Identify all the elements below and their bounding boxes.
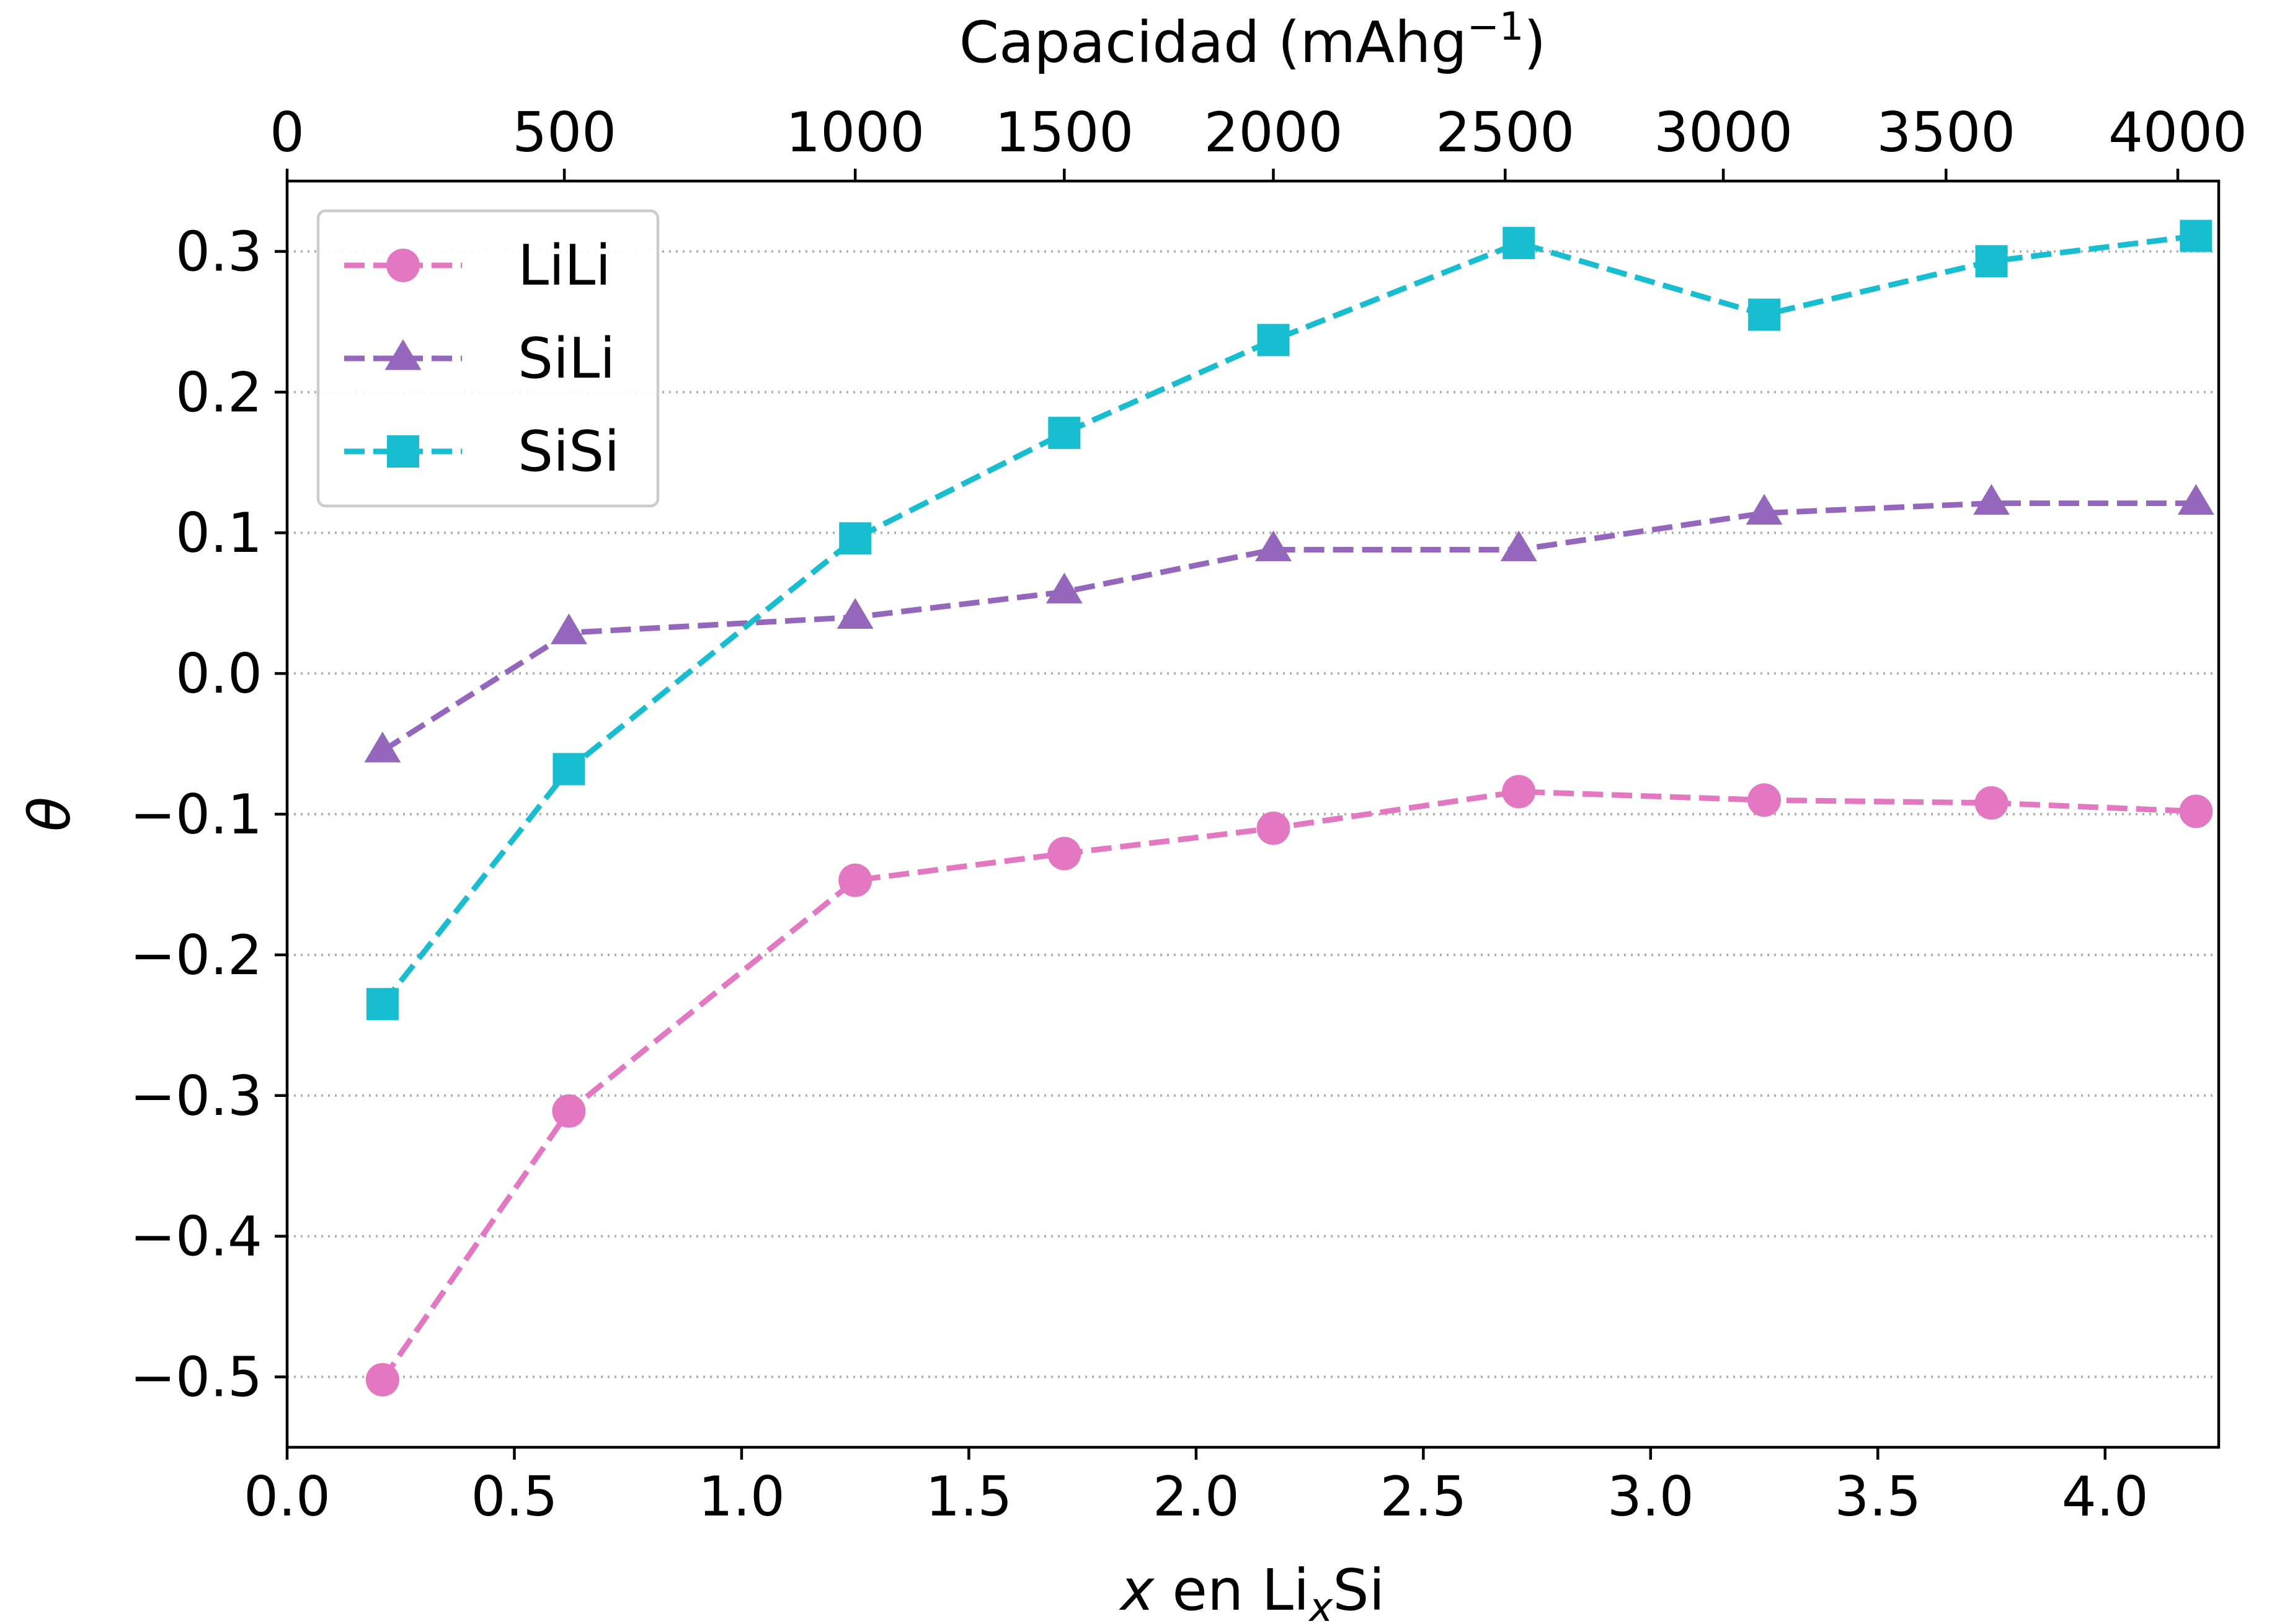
x-axis-label-sub: x [1308,1585,1333,1624]
data-point-SiSi [1502,226,1535,259]
data-point-LiLi [1047,836,1081,871]
y-tick-label: −0.5 [130,1346,262,1409]
data-point-SiLi [1973,484,2010,515]
legend-marker-LiLi [386,249,420,282]
data-point-SiSi [553,753,585,786]
x-axis-label-tail: Si [1333,1557,1385,1623]
x-tick-label: 1.0 [698,1465,785,1529]
x-tick-label: 4.0 [2062,1465,2149,1529]
x-tick-label: 1.5 [925,1465,1012,1529]
top-tick-label: 500 [512,100,616,164]
top-tick-label: 1000 [786,100,925,164]
top-tick-label: 2500 [1436,100,1574,164]
data-point-SiLi [550,613,587,644]
data-point-LiLi [1747,783,1782,817]
x-axis-label-text: en Li [1154,1557,1309,1623]
top-tick-label: 2000 [1204,100,1343,164]
y-tick-label: −0.1 [130,783,262,846]
legend-label-LiLi: LiLi [518,233,611,298]
legend-marker-SiLi [384,339,422,370]
top-tick-label: 1500 [995,100,1134,164]
legend-label-SiSi: SiSi [518,419,619,484]
series-line-SiLi [381,500,2196,753]
y-tick-label: −0.4 [130,1205,262,1269]
legend-marker-SiSi [387,435,419,468]
x-tick-label: 0.0 [244,1465,331,1529]
top-axis-label: Capacidad (mAhg−1) [959,4,1546,76]
data-point-LiLi [1256,811,1290,845]
y-tick-label: 0.0 [175,642,262,706]
bottom-axis-ticks: 0.0 0.5 1.0 1.5 2.0 2.5 3.0 3.5 4.0 [244,1447,2149,1529]
y-tick-label: 0.3 [175,220,262,283]
x-tick-label: 2.5 [1380,1465,1467,1529]
y-tick-label: 0.1 [175,501,262,565]
series-line-LiLi [380,789,2196,1382]
data-point-SiSi [1975,245,2008,278]
top-axis-label-main: Capacidad (mAhg [959,9,1467,76]
data-point-LiLi [838,863,872,897]
data-point-SiLi [837,598,874,629]
x-tick-label: 3.0 [1607,1465,1694,1529]
data-point-SiSi [1257,324,1290,357]
x-tick-label: 3.5 [1834,1465,1921,1529]
top-tick-label: 0 [270,100,304,164]
series-markers [364,220,2214,1397]
data-point-LiLi [552,1094,586,1128]
top-tick-label: 3000 [1654,100,1793,164]
data-point-SiSi [366,988,399,1021]
data-point-SiLi [1045,572,1083,604]
x-tick-label: 0.5 [471,1465,557,1529]
y-tick-label: 0.2 [175,360,262,424]
y-axis-label: θ [17,797,83,832]
x-axis-label: x en LixSi [1119,1557,1385,1624]
legend-label-SiLi: SiLi [518,326,615,391]
top-tick-label: 3500 [1876,100,2015,164]
top-axis-ticks: 0 500 1000 1500 2000 2500 3000 3500 4000 [270,100,2247,181]
left-axis-ticks: −0.5 −0.4 −0.3 −0.2 −0.1 0.0 0.1 0.2 0.3 [130,220,287,1409]
data-point-SiLi [1746,494,1783,525]
data-point-SiSi [1048,417,1081,450]
data-point-SiSi [2180,220,2213,252]
data-point-SiSi [1748,298,1781,331]
y-tick-label: −0.3 [130,1064,262,1128]
top-tick-label: 4000 [2108,100,2247,164]
top-axis-label-sup: −1 [1467,4,1524,49]
data-point-SiLi [2177,484,2214,515]
x-axis-label-var: x [1119,1557,1155,1623]
data-point-SiSi [839,522,872,555]
top-axis-label-close: ) [1524,9,1546,76]
data-point-SiLi [1500,530,1537,562]
data-point-LiLi [365,1363,399,1397]
data-point-LiLi [1502,774,1536,809]
data-point-LiLi [1974,786,2008,820]
data-point-LiLi [2179,794,2213,828]
data-point-SiLi [364,731,401,763]
legend-box [316,209,660,508]
legend: LiLi SiLi SiSi [316,209,660,508]
series-line-SiSi [380,233,2196,1006]
x-tick-label: 2.0 [1153,1465,1240,1529]
y-tick-label: −0.2 [130,923,262,987]
data-point-SiLi [1255,530,1292,562]
